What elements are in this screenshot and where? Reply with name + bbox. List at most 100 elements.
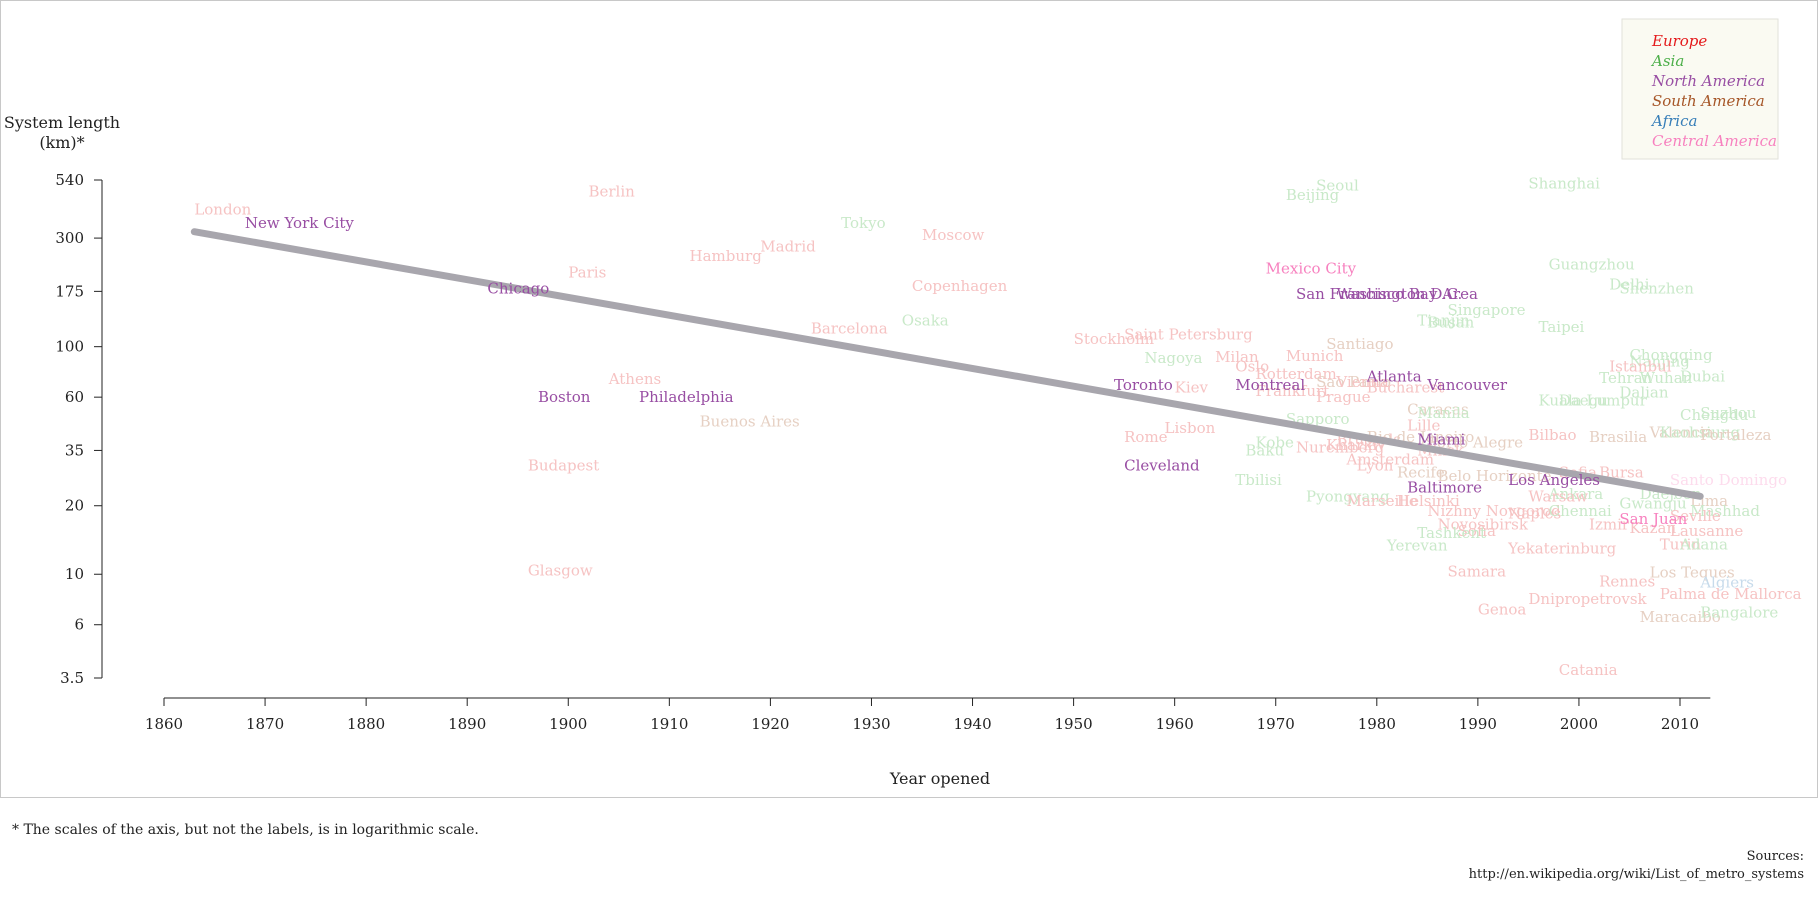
city-label: Munich: [1286, 347, 1344, 365]
footnote: * The scales of the axis, but not the la…: [12, 822, 479, 838]
legend-entry: Central America: [1652, 132, 1777, 150]
y-tick-label: 300: [55, 229, 84, 247]
city-label: Lausanne: [1670, 522, 1744, 540]
city-labels: London Berlin Budapest Glasgow Paris Athens Ha…: [194, 175, 1801, 679]
x-tick-label: 1950: [1055, 715, 1093, 733]
city-label: Gwangju: [1619, 494, 1687, 512]
city-label: Nanjing: [1629, 353, 1690, 371]
city-label: Ankara: [1548, 485, 1604, 503]
sources-label: Sources:: [1746, 849, 1804, 864]
city-label-highlight: New York City: [245, 214, 355, 232]
city-label: Maracaibo: [1640, 608, 1721, 626]
city-label: Budapest: [528, 457, 599, 475]
city-label: Nizhny Novgorod: [1427, 502, 1561, 520]
y-tick-label: 100: [55, 338, 84, 356]
city-label: Istanbul: [1609, 357, 1672, 375]
city-label: Busan: [1427, 313, 1474, 331]
sources-url: http://en.wikipedia.org/wiki/List_of_met…: [1468, 867, 1804, 882]
city-label: Seoul: [1316, 177, 1359, 195]
city-label: Dalian: [1619, 383, 1669, 401]
city-label: Baku: [1245, 441, 1284, 459]
city-label: Chennai: [1549, 502, 1612, 520]
y-tick-label: 35: [65, 441, 84, 459]
legend-entry: Africa: [1650, 112, 1697, 130]
city-label: Guangzhou: [1549, 255, 1635, 273]
city-label: Lyon: [1357, 457, 1394, 475]
x-tick-label: 1990: [1459, 715, 1497, 733]
y-tick-label: 10: [65, 565, 84, 583]
chart: 1860 1870 1880 1890 1900 1910 1920 1930 1940 1950…: [4, 18, 1802, 788]
city-label-highlight: Philadelphia: [639, 388, 734, 406]
legend-entry: Asia: [1650, 52, 1684, 70]
city-label: Osaka: [902, 312, 949, 330]
city-label: Algiers: [1699, 573, 1754, 591]
city-label: Paris: [568, 263, 606, 281]
city-label-highlight: San Francisco Bay Area: [1296, 285, 1478, 303]
city-label: Valencia: [1649, 423, 1714, 441]
y-axis-title: System length: [4, 113, 120, 132]
city-label: Turin: [1660, 536, 1702, 554]
city-label: Wuhan: [1640, 369, 1693, 387]
legend-entry: North America: [1651, 72, 1765, 90]
y-tick-label: 175: [55, 282, 84, 300]
city-label: Dubai: [1680, 367, 1725, 385]
city-label-highlight: Mexico City: [1266, 260, 1357, 278]
x-tick-label: 1860: [145, 715, 183, 733]
city-label: Frankfurt: [1256, 382, 1330, 400]
city-label: Tehran: [1599, 369, 1652, 387]
highlighted-city-labels: New York City Chicago Boston Philadelphia To…: [245, 214, 1688, 528]
city-label-highlight: Chicago: [487, 280, 549, 298]
city-label: Buenos Aires: [700, 412, 800, 430]
city-label-highlight: Boston: [538, 388, 591, 406]
city-label: Kiev: [1175, 379, 1209, 397]
city-label: Daegu: [1559, 392, 1608, 410]
city-label: Mashhad: [1690, 502, 1760, 520]
city-label: Kuala Lumpur: [1539, 392, 1648, 410]
city-label: Moscow: [922, 226, 985, 244]
y-tick-label: 20: [65, 497, 84, 515]
city-label: Tianjin: [1417, 312, 1470, 330]
city-label: Rotterdam: [1256, 365, 1337, 383]
city-label-highlight: Vancouver: [1426, 376, 1508, 394]
city-label: Nagoya: [1144, 349, 1202, 367]
city-label: Nuremberg: [1296, 439, 1385, 457]
city-label-highlight: San Juan: [1619, 510, 1687, 528]
city-label: Glasgow: [528, 561, 593, 579]
city-label: Kobe: [1256, 433, 1294, 451]
city-label: Seville: [1670, 507, 1721, 525]
city-label: Warsaw: [1528, 487, 1588, 505]
city-label: Kaohsiung: [1660, 423, 1741, 441]
city-label: Samara: [1448, 562, 1507, 580]
y-tick-label: 540: [55, 171, 84, 189]
axes: 1860 1870 1880 1890 1900 1910 1920 1930 1940 1950…: [4, 113, 1711, 788]
city-label: Izmir: [1589, 516, 1630, 534]
city-label: Caracas: [1407, 400, 1469, 418]
city-label: Santiago: [1326, 335, 1393, 353]
city-label: Vienna: [1335, 373, 1389, 391]
city-label: Yerevan: [1386, 536, 1448, 554]
city-label: Amsterdam: [1345, 450, 1434, 468]
x-tick-label: 1970: [1257, 715, 1295, 733]
city-label: Belo Horizonte: [1437, 467, 1551, 485]
city-label: Catania: [1559, 661, 1618, 679]
city-label: Singapore: [1448, 301, 1526, 319]
city-label-highlight: Montreal: [1235, 376, 1305, 394]
city-label: Kazan: [1629, 519, 1676, 537]
city-label: Copenhagen: [912, 277, 1008, 295]
city-label: Genoa: [1478, 600, 1527, 618]
city-label: Barcelona: [811, 320, 888, 338]
y-tick-label: 6: [74, 616, 84, 634]
city-label: Bucharest: [1367, 379, 1444, 397]
legend-box: [1621, 18, 1779, 160]
trendline-layer: [190, 228, 1704, 500]
city-label: Fortaleza: [1700, 426, 1771, 444]
city-label: Lisbon: [1165, 419, 1216, 437]
city-label: Hamburg: [690, 247, 763, 265]
y-axis-title: (km)*: [39, 133, 84, 152]
x-tick-label: 1910: [650, 715, 688, 733]
city-label: Chongqing: [1629, 346, 1712, 364]
x-tick-label: 1870: [246, 715, 284, 733]
city-label: Marseille: [1346, 492, 1417, 510]
city-label: Delhi: [1609, 275, 1649, 293]
city-label: Taipei: [1539, 318, 1585, 336]
